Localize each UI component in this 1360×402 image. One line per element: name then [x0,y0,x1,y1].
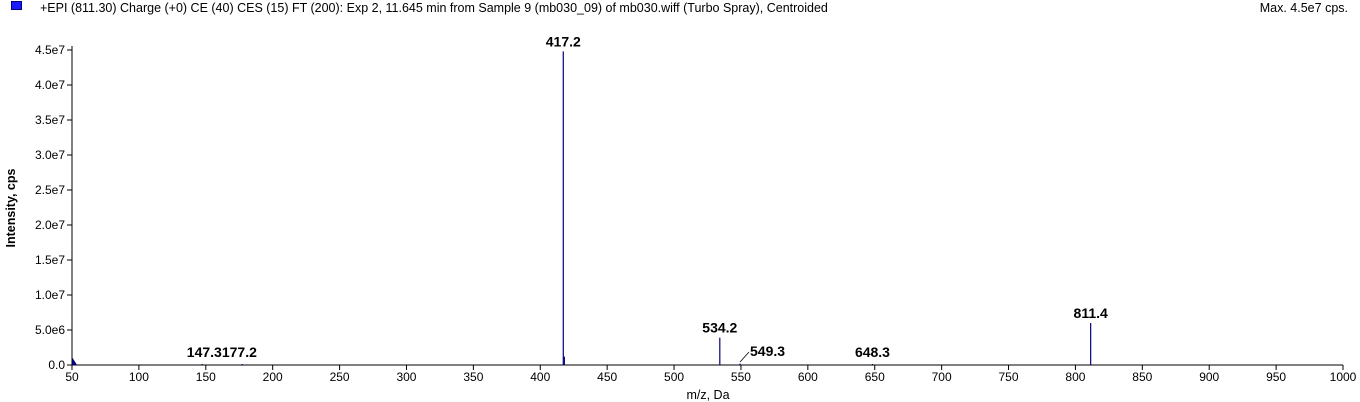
x-tick-label: 200 [263,370,283,384]
peak-label-leader [739,351,750,363]
x-tick-label: 750 [999,370,1019,384]
low-mass-peak [72,357,77,365]
peaks [72,51,1092,365]
chart-header: +EPI (811.30) Charge (+0) CE (40) CES (1… [0,0,1360,18]
x-tick-label: 600 [798,370,818,384]
x-tick-label: 350 [463,370,483,384]
y-tick-label: 4.0e7 [35,78,65,92]
y-tick-label: 1.0e7 [35,288,65,302]
peak-label: 648.3 [855,344,890,360]
axes [71,46,1343,366]
max-intensity-label: Max. 4.5e7 cps. [1259,1,1348,15]
x-axis-title: m/z, Da [686,388,729,402]
y-tick-label: 3.0e7 [35,148,65,162]
x-tick-label: 50 [65,370,79,384]
chart-title: +EPI (811.30) Charge (+0) CE (40) CES (1… [40,1,828,15]
x-tick-label: 900 [1199,370,1219,384]
y-ticks: 0.0 5.0e6 1.0e7 1.5e7 2.0e7 2.5e7 3.0e7 3.5e7 4.… [35,43,72,372]
x-tick-label: 1000 [1330,370,1357,384]
x-tick-label: 300 [396,370,416,384]
x-tick-label: 250 [330,370,350,384]
y-tick-label: 0.0 [48,358,65,372]
x-tick-label: 450 [597,370,617,384]
y-tick-label: 5.0e6 [35,323,65,337]
x-tick-label: 650 [865,370,885,384]
x-tick-label: 150 [196,370,216,384]
x-ticks: 50 100 150 200 250 300 350 400 450 500 550 600 650 70… [65,365,1357,384]
y-tick-label: 3.5e7 [35,113,65,127]
x-tick-label: 100 [129,370,149,384]
peak-label: 147.3177.2 [187,344,257,360]
x-tick-label: 500 [664,370,684,384]
peak-label: 811.4 [1074,305,1108,321]
y-tick-label: 2.0e7 [35,218,65,232]
peak-label: 549.3 [750,343,785,359]
x-tick-label: 400 [530,370,550,384]
peak-label: 417.2 [546,33,581,49]
legend-swatch [11,1,22,10]
peak-label: 534.2 [702,320,737,336]
y-axis-title: Intensity, cps [4,168,18,247]
x-tick-label: 800 [1065,370,1085,384]
y-tick-label: 4.5e7 [35,43,65,57]
x-tick-label: 950 [1266,370,1286,384]
x-tick-label: 550 [731,370,751,384]
x-tick-label: 700 [932,370,952,384]
x-tick-label: 850 [1132,370,1152,384]
peak-labels: 417.2 534.2 549.3 648.3 811.4 147.3177.2 [187,33,1108,363]
y-tick-label: 2.5e7 [35,183,65,197]
y-tick-label: 1.5e7 [35,253,65,267]
